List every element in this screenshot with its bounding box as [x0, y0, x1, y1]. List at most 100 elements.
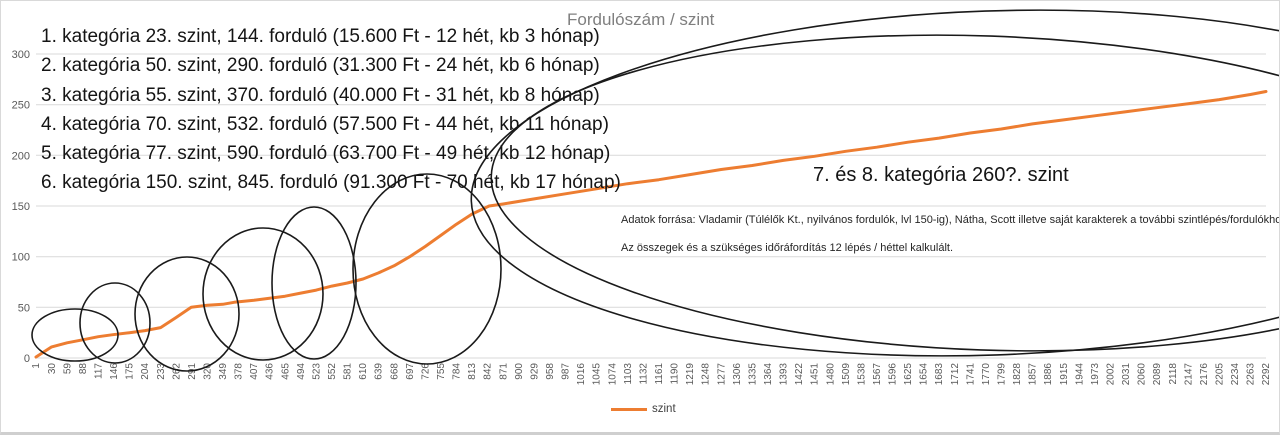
x-tick-label: 1538: [856, 363, 867, 386]
x-tick-label: 1422: [794, 363, 805, 386]
category-annotation-line: 1. kategória 23. szint, 144. forduló (15…: [41, 26, 600, 47]
x-tick-label: 1074: [607, 363, 618, 386]
x-tick-label: 2089: [1152, 363, 1163, 386]
x-tick-label: 2263: [1246, 363, 1257, 386]
x-tick-label: 610: [358, 363, 369, 380]
x-tick-label: 1683: [934, 363, 945, 386]
x-tick-label: 88: [78, 363, 89, 375]
x-tick-label: 2031: [1121, 363, 1132, 386]
x-tick-label: 523: [312, 363, 323, 380]
x-tick-label: 233: [156, 363, 167, 380]
x-tick-label: 900: [514, 363, 525, 380]
category-annotation-line: 6. kategória 150. szint, 845. forduló (9…: [41, 172, 621, 194]
x-tick-label: 465: [280, 363, 291, 380]
x-tick-label: 1741: [965, 363, 976, 386]
future-categories-outer-ellipse: [470, 9, 1279, 357]
x-tick-label: 349: [218, 363, 229, 380]
x-tick-label: 30: [47, 363, 58, 375]
category-annotation-line: 4. kategória 70. szint, 532. forduló (57…: [41, 113, 609, 135]
legend-label: szint: [652, 403, 676, 415]
category-1-ellipse: [31, 308, 119, 362]
chart-title: Fordulószám / szint: [567, 10, 715, 29]
x-tick-label: 1712: [950, 363, 961, 386]
x-tick-label: 2147: [1183, 363, 1194, 386]
x-tick-label: 1654: [919, 363, 930, 386]
x-tick-label: 726: [420, 363, 431, 380]
x-tick-label: 378: [234, 363, 245, 380]
x-tick-label: 697: [405, 363, 416, 380]
category-4-ellipse: [202, 227, 324, 361]
category-annotations: 1. kategória 23. szint, 144. forduló (15…: [41, 22, 621, 198]
legend: szint: [611, 403, 676, 415]
x-tick-label: 2118: [1168, 363, 1179, 385]
category-3-ellipse: [134, 256, 240, 372]
x-tick-label: 320: [203, 363, 214, 380]
x-tick-label: 668: [389, 363, 400, 380]
category-5-ellipse: [271, 206, 357, 360]
x-tick-label: 1277: [716, 363, 727, 386]
x-tick-label: 639: [374, 363, 385, 380]
x-tick-label: 813: [467, 363, 478, 380]
y-tick-label: 300: [12, 49, 30, 61]
x-tick-label: 1886: [1043, 363, 1054, 386]
x-tick-label: 262: [171, 363, 182, 380]
future-categories-inner-ellipse: [490, 34, 1279, 352]
x-tick-label: 552: [327, 363, 338, 380]
x-tick-label: 1828: [1012, 363, 1023, 386]
x-tick-label: 1770: [981, 363, 992, 386]
x-tick-label: 175: [125, 363, 136, 380]
category-annotation-line: 3. kategória 55. szint, 370. forduló (40…: [41, 84, 600, 106]
category-annotation-line: 5. kategória 77. szint, 590. forduló (63…: [41, 143, 611, 165]
x-tick-label: 1857: [1028, 363, 1039, 386]
x-tick-label: 204: [140, 363, 151, 380]
series-line-szint: [34, 90, 1268, 359]
y-tick-label: 250: [12, 100, 30, 112]
x-tick-label: 436: [265, 363, 276, 380]
x-tick-label: 1335: [747, 363, 758, 386]
x-tick-label: 842: [483, 363, 494, 380]
x-tick-label: 1973: [1090, 363, 1101, 386]
future-categories-annotation: 7. és 8. kategória 260?. szint: [813, 164, 1069, 186]
x-tick-label: 1190: [670, 363, 681, 385]
x-tick-label: 2292: [1261, 363, 1272, 386]
x-tick-label: 2205: [1215, 363, 1226, 386]
x-tick-label: 1799: [997, 363, 1008, 386]
x-tick-label: 1045: [592, 363, 603, 386]
x-tick-label: 1364: [763, 363, 774, 386]
x-tick-label: 1480: [825, 363, 836, 386]
x-tick-label: 59: [62, 363, 73, 375]
x-tick-label: 1219: [685, 363, 696, 386]
x-tick-label: 1915: [1059, 363, 1070, 386]
y-tick-label: 200: [12, 150, 30, 162]
x-tick-label: 2002: [1106, 363, 1117, 386]
x-tick-label: 1393: [779, 363, 790, 386]
x-tick-label: 1625: [903, 363, 914, 386]
x-tick-label: 958: [545, 363, 556, 380]
x-tick-label: 407: [249, 363, 260, 380]
category-6-ellipse: [352, 173, 502, 365]
legend-line-marker: [611, 407, 647, 411]
x-tick-label: 2234: [1230, 363, 1241, 386]
x-tick-label: 1248: [701, 363, 712, 386]
x-tick-label: 1103: [623, 363, 634, 385]
x-tick-label: 1306: [732, 363, 743, 386]
category-annotation-line: 2. kategória 50. szint, 290. forduló (31…: [41, 55, 600, 77]
x-tick-label: 2176: [1199, 363, 1210, 386]
x-tick-label: 581: [343, 363, 354, 380]
category-2-ellipse: [79, 282, 151, 364]
x-tick-label: 871: [498, 363, 509, 380]
y-tick-label: 0: [24, 353, 30, 365]
x-tick-label: 1161: [654, 363, 665, 385]
x-tick-label: 755: [436, 363, 447, 380]
source-note-line: Az összegek és a szükséges időráfordítás…: [621, 242, 954, 254]
x-tick-label: 494: [296, 363, 307, 380]
source-note-line: Adatok forrása: Vladamir (Túlélők Kt., n…: [621, 214, 1280, 226]
x-tick-label: 1016: [576, 363, 587, 386]
y-tick-label: 50: [18, 302, 30, 314]
x-tick-label: 1132: [638, 363, 649, 385]
x-tick-label: 1: [31, 363, 42, 369]
x-tick-label: 146: [109, 363, 120, 380]
x-tick-label: 1596: [888, 363, 899, 386]
